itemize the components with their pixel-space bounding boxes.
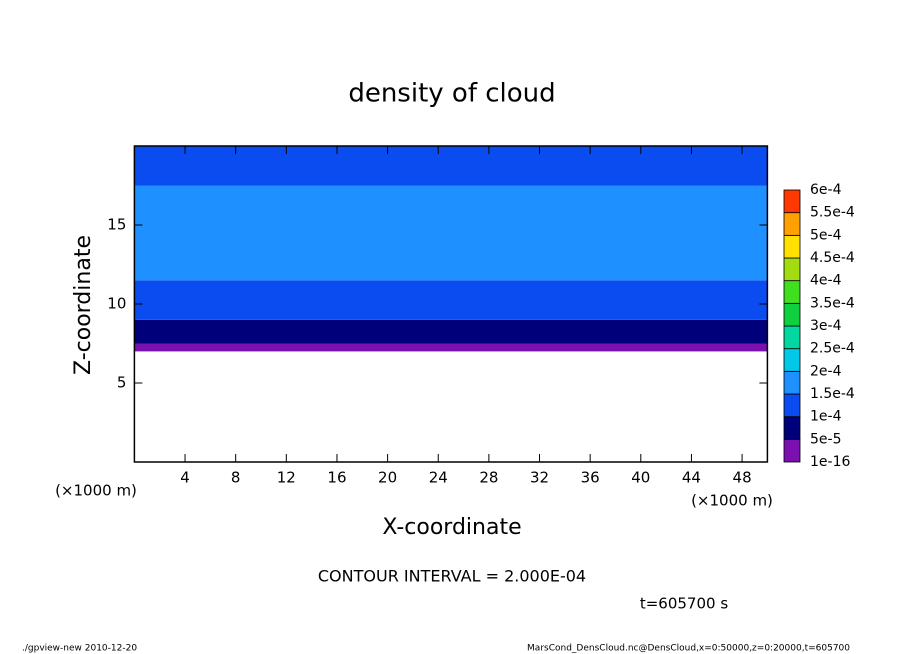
contour-band: [134, 146, 768, 186]
colorbar-label: 5e-5: [810, 431, 841, 447]
x-tick-label: 4: [180, 469, 190, 487]
colorbar-label: 4.5e-4: [810, 250, 855, 266]
x-tick-label: 16: [327, 469, 346, 487]
x-tick-label: 44: [682, 469, 701, 487]
contour-band: [134, 280, 768, 320]
footer-text: ./gpview-new 2010-12-20: [22, 644, 137, 654]
x-tick-label: 48: [733, 469, 752, 487]
colorbar-label: 3e-4: [810, 318, 842, 334]
x-tick-label: 36: [581, 469, 600, 487]
colorbar-box: [783, 416, 801, 440]
colorbar-label: 1.5e-4: [810, 386, 855, 402]
y-axis-label: Z-coordinate: [71, 235, 96, 375]
colorbar-label: 1e-4: [810, 409, 842, 425]
x-tick-label: 32: [530, 469, 549, 487]
x-unit-label: (×1000 m): [55, 482, 137, 500]
x-axis-label: X-coordinate: [382, 515, 521, 540]
y-tick-label: 10: [107, 295, 126, 313]
contour-band: [134, 319, 768, 344]
colorbar-box: [783, 370, 801, 395]
colorbar-label: 2e-4: [810, 363, 842, 379]
colorbar-box: [783, 438, 801, 463]
colorbar-box: [783, 234, 801, 259]
colorbar-box: [783, 212, 801, 236]
colorbar-label: 2.5e-4: [810, 341, 855, 357]
colorbar-label: 4e-4: [810, 273, 842, 289]
x-unit-label: (×1000 m): [691, 492, 773, 510]
y-tick-label: 15: [107, 216, 126, 234]
colorbar-label: 1e-16: [810, 454, 850, 470]
x-tick-label: 40: [631, 469, 650, 487]
x-tick-label: 20: [378, 469, 397, 487]
time-label: t=605700 s: [640, 595, 728, 613]
colorbar-box: [783, 348, 801, 372]
colorbar-box: [783, 302, 801, 327]
contour-interval: CONTOUR INTERVAL = 2.000E-04: [318, 567, 586, 586]
colorbar-box: [783, 280, 801, 304]
colorbar-box: [783, 393, 801, 418]
x-tick-label: 24: [429, 469, 448, 487]
colorbar-box: [783, 325, 801, 350]
colorbar-label: 3.5e-4: [810, 295, 855, 311]
x-tick-label: 12: [277, 469, 296, 487]
x-tick-label: 8: [231, 469, 241, 487]
colorbar-box: [783, 189, 801, 214]
contour-band: [134, 343, 768, 352]
x-tick-label: 28: [479, 469, 498, 487]
colorbar-label: 6e-4: [810, 182, 842, 198]
colorbar-label: 5.5e-4: [810, 205, 855, 221]
colorbar-label: 5e-4: [810, 227, 842, 243]
chart-title: density of cloud: [348, 79, 555, 109]
colorbar-box: [783, 257, 801, 282]
contour-band: [134, 185, 768, 281]
y-tick-label: 5: [117, 374, 127, 392]
footer-text: MarsCond_DensCloud.nc@DensCloud,x=0:5000…: [527, 644, 850, 654]
